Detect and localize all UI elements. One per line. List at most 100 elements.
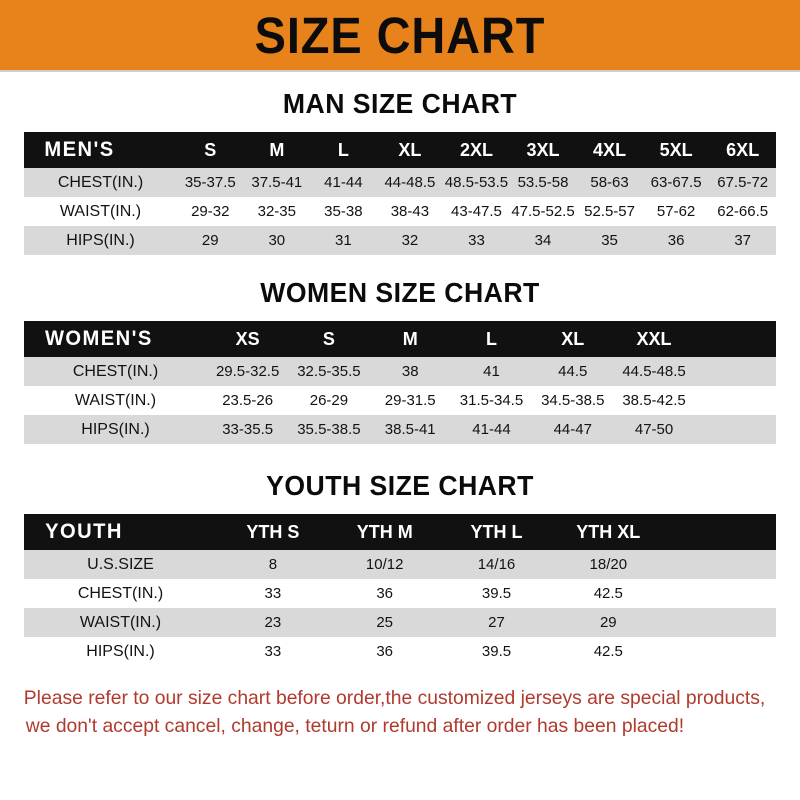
youth-size-table: YOUTH YTH S YTH M YTH L YTH XL U.S.SIZE 8 10/1… — [24, 514, 776, 666]
table-cell: 14/16 — [477, 556, 516, 573]
table-cell — [664, 608, 776, 637]
table-cell: 26-29 — [309, 392, 349, 409]
men-column-header: 5XL — [659, 139, 693, 160]
table-cell: 29 — [201, 232, 219, 249]
page-title: SIZE CHART — [254, 6, 546, 64]
table-cell: 33 — [468, 232, 485, 249]
table-cell: 37.5-41 — [251, 174, 303, 191]
man-table-header: MEN'S S M L XL 2XL 3XL 4XL 5XL 6XL — [24, 132, 776, 168]
table-cell: 29-31.5 — [384, 392, 436, 409]
table-cell: 30 — [268, 232, 286, 249]
table-cell: 29 — [599, 614, 617, 631]
table-cell: 39.5 — [481, 585, 512, 602]
table-cell: 42.5 — [593, 585, 623, 602]
table-cell: 57-62 — [656, 203, 696, 220]
table-cell: 18/20 — [589, 556, 628, 573]
table-row: WAIST(IN.) 29-32 32-35 35-38 38-43 43-47.5 47.… — [24, 197, 776, 226]
youth-column-header: YTH M — [356, 521, 413, 542]
table-cell: 32 — [401, 232, 419, 249]
table-row: CHEST(IN.) 33 36 39.5 42.5 — [24, 579, 776, 608]
section-title-man: MAN SIZE CHART — [282, 88, 518, 119]
table-cell: 29-32 — [191, 203, 230, 220]
page-banner: SIZE CHART — [0, 0, 800, 72]
women-column-header: XL — [561, 328, 585, 349]
men-row-label: CHEST(IN.) — [57, 173, 144, 191]
youth-row-label: WAIST(IN.) — [79, 613, 162, 631]
table-cell: 8 — [268, 556, 278, 573]
table-cell: 34.5-38.5 — [541, 392, 605, 409]
table-row: U.S.SIZE 8 10/12 14/16 18/20 — [24, 550, 776, 579]
youth-table-header: YOUTH YTH S YTH M YTH L YTH XL — [24, 514, 776, 550]
women-column-header — [695, 321, 776, 357]
men-column-header: L — [337, 139, 349, 160]
men-column-header: S — [204, 139, 217, 160]
man-size-table: MEN'S S M L XL 2XL 3XL 4XL 5XL 6XL CHEST(IN.) 35-3… — [24, 132, 776, 255]
table-cell: 62-66.5 — [717, 203, 769, 220]
table-cell: 48.5-53.5 — [444, 174, 509, 191]
table-cell: 33 — [264, 643, 282, 660]
man-size-table-wrap: MEN'S S M L XL 2XL 3XL 4XL 5XL 6XL CHEST(IN.) 35-3… — [24, 132, 776, 255]
table-cell: 44.5-48.5 — [622, 363, 686, 380]
table-cell: 41 — [483, 363, 500, 380]
women-label-header: WOMEN'S — [44, 327, 153, 350]
youth-header-row: YOUTH YTH S YTH M YTH L YTH XL — [24, 514, 776, 550]
youth-column-header: YTH XL — [576, 521, 641, 542]
table-row: HIPS(IN.) 33 36 39.5 42.5 — [24, 637, 776, 666]
men-column-header: 4XL — [593, 139, 627, 160]
table-cell: 10/12 — [365, 556, 404, 573]
table-cell: 67.5-72 — [717, 174, 769, 191]
women-table-header: WOMEN'S XS S M L XL XXL — [24, 321, 776, 357]
table-cell: 63-67.5 — [650, 174, 702, 191]
table-cell: 41-44 — [472, 421, 511, 438]
table-cell — [664, 550, 776, 579]
table-row: HIPS(IN.) 33-35.5 35.5-38.5 38.5-41 41-44 44-… — [24, 415, 776, 444]
table-cell: 44.5 — [558, 363, 588, 380]
table-cell: 35-38 — [324, 203, 363, 220]
table-cell — [695, 415, 776, 444]
women-table-body: CHEST(IN.) 29.5-32.5 32.5-35.5 38 41 44.5 44.5… — [24, 357, 776, 444]
table-cell: 43-47.5 — [451, 203, 502, 220]
table-cell: 38-43 — [390, 203, 430, 220]
women-row-label: WAIST(IN.) — [74, 391, 157, 409]
youth-size-table-wrap: YOUTH YTH S YTH M YTH L YTH XL U.S.SIZE 8 10/1… — [24, 514, 776, 666]
table-cell: 31 — [335, 232, 352, 249]
table-cell: 44-48.5 — [384, 174, 436, 191]
table-cell — [664, 579, 776, 608]
women-row-label: CHEST(IN.) — [72, 362, 159, 380]
table-cell: 23.5-26 — [222, 392, 274, 409]
table-cell — [664, 637, 776, 666]
table-cell: 39.5 — [481, 643, 512, 660]
table-row: CHEST(IN.) 35-37.5 37.5-41 41-44 44-48.5 48.5… — [24, 168, 776, 197]
men-row-label: WAIST(IN.) — [59, 202, 142, 220]
table-cell: 38.5-41 — [384, 421, 436, 438]
table-cell: 52.5-57 — [584, 203, 635, 220]
men-label-header: MEN'S — [44, 138, 115, 161]
women-header-row: WOMEN'S XS S M L XL XXL — [24, 321, 776, 357]
women-column-header: S — [322, 328, 335, 349]
table-cell: 32-35 — [257, 203, 296, 220]
women-column-header: XXL — [636, 328, 672, 349]
table-cell: 23 — [264, 614, 282, 631]
men-column-header: M — [269, 139, 285, 160]
section-title-youth: YOUTH SIZE CHART — [266, 470, 534, 501]
youth-row-label: CHEST(IN.) — [77, 584, 164, 602]
table-cell — [695, 357, 776, 386]
table-cell: 33 — [264, 585, 282, 602]
table-cell: 27 — [488, 614, 505, 631]
note-line-1: Please refer to our size chart before or… — [23, 687, 766, 709]
table-row: CHEST(IN.) 29.5-32.5 32.5-35.5 38 41 44.5 44.5… — [24, 357, 776, 386]
table-cell: 32.5-35.5 — [297, 363, 361, 380]
table-cell: 35.5-38.5 — [297, 421, 361, 438]
women-column-header: M — [402, 328, 418, 349]
table-cell: 34 — [534, 232, 552, 249]
table-cell: 33-35.5 — [222, 421, 274, 438]
table-cell: 35-37.5 — [184, 174, 236, 191]
table-cell: 58-63 — [590, 174, 629, 191]
table-cell: 37 — [734, 232, 752, 249]
table-cell: 35 — [601, 232, 618, 249]
table-cell: 53.5-58 — [517, 174, 569, 191]
table-row: WAIST(IN.) 23 25 27 29 — [24, 608, 776, 637]
men-column-header: 6XL — [726, 139, 760, 160]
women-size-table-wrap: WOMEN'S XS S M L XL XXL CHEST(IN.) 29.5-32.5 32.… — [24, 321, 776, 444]
